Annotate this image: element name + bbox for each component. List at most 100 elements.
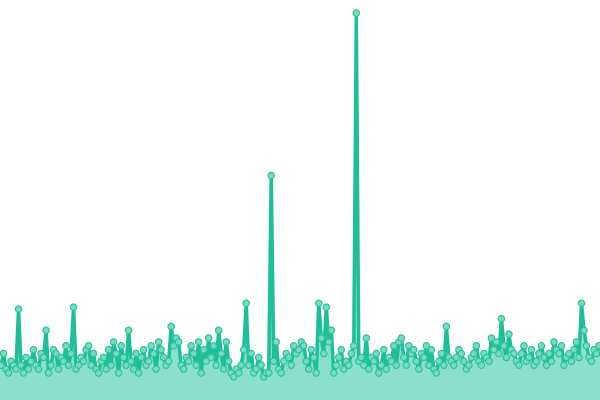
data-point-46 <box>112 349 120 358</box>
data-point-57 <box>139 345 148 354</box>
data-point-88 <box>217 349 225 358</box>
data-point-91 <box>224 357 233 366</box>
data-point-123 <box>304 365 313 373</box>
data-point-59 <box>144 357 153 366</box>
data-point-202 <box>502 353 511 362</box>
data-point-228 <box>567 357 576 366</box>
data-point-39 <box>94 369 103 377</box>
data-point-156 <box>387 357 396 366</box>
data-point-62 <box>152 365 160 373</box>
data-point-187 <box>465 361 473 369</box>
data-point-153 <box>380 345 388 354</box>
data-point-224 <box>557 342 566 350</box>
data-point-147 <box>365 365 373 373</box>
data-point-43 <box>104 345 113 354</box>
data-point-137 <box>339 365 348 373</box>
data-point-20 <box>47 361 55 369</box>
data-point-81 <box>199 345 208 354</box>
data-point-223 <box>555 349 563 358</box>
data-point-169 <box>420 353 428 362</box>
data-point-130 <box>322 303 331 311</box>
data-point-61 <box>149 349 158 358</box>
data-point-140 <box>347 349 356 358</box>
data-point-199 <box>495 349 503 358</box>
data-point-217 <box>540 353 548 362</box>
data-point-103 <box>254 353 263 362</box>
data-point-221 <box>550 338 558 346</box>
data-point-87 <box>214 326 223 335</box>
data-point-146 <box>362 334 371 342</box>
data-point-232 <box>577 299 586 308</box>
data-point-160 <box>397 334 406 342</box>
data-point-192 <box>477 361 486 369</box>
data-point-167 <box>415 365 423 373</box>
data-point-45 <box>109 338 118 346</box>
data-point-174 <box>432 369 441 377</box>
data-point-208 <box>517 349 526 358</box>
data-point-116 <box>287 361 296 369</box>
data-point-84 <box>207 353 215 362</box>
data-point-49 <box>119 353 128 362</box>
data-point-162 <box>402 361 411 369</box>
data-point-139 <box>344 361 353 369</box>
data-point-19 <box>44 369 53 377</box>
data-point-64 <box>157 345 165 354</box>
data-point-7 <box>14 305 23 313</box>
data-point-239 <box>595 342 600 350</box>
data-point-196 <box>487 334 496 342</box>
data-point-8 <box>17 361 25 369</box>
data-point-231 <box>575 353 583 362</box>
data-point-47 <box>114 369 123 377</box>
data-point-12 <box>27 357 35 366</box>
data-point-41 <box>99 353 108 362</box>
data-point-73 <box>179 365 188 373</box>
data-point-93 <box>229 372 238 381</box>
data-point-6 <box>12 365 20 373</box>
data-point-203 <box>505 330 513 339</box>
data-point-197 <box>490 345 498 354</box>
data-point-33 <box>79 357 88 366</box>
data-point-158 <box>392 361 401 369</box>
data-point-115 <box>284 353 293 362</box>
data-point-177 <box>440 361 448 369</box>
data-point-97 <box>239 345 248 354</box>
data-point-152 <box>377 361 386 369</box>
data-point-205 <box>510 349 518 358</box>
data-point-67 <box>164 357 173 366</box>
data-point-129 <box>319 349 328 358</box>
data-point-117 <box>289 342 298 350</box>
data-point-136 <box>337 345 346 354</box>
data-point-50 <box>122 361 130 369</box>
data-point-211 <box>525 353 533 362</box>
data-point-48 <box>117 342 125 350</box>
data-point-154 <box>382 365 391 373</box>
data-point-110 <box>272 338 281 346</box>
data-point-79 <box>194 338 203 346</box>
data-point-3 <box>4 369 13 377</box>
data-point-13 <box>29 345 38 354</box>
data-point-78 <box>192 361 200 369</box>
data-point-75 <box>184 357 193 366</box>
data-point-215 <box>535 349 543 358</box>
data-point-200 <box>497 314 506 323</box>
data-point-144 <box>357 353 366 362</box>
data-point-125 <box>309 353 318 362</box>
data-point-17 <box>39 353 48 362</box>
data-point-171 <box>425 361 433 369</box>
data-point-151 <box>375 369 383 377</box>
data-point-90 <box>222 338 230 346</box>
data-point-11 <box>24 365 33 373</box>
data-point-100 <box>247 349 256 358</box>
data-point-55 <box>134 369 143 377</box>
data-point-198 <box>492 338 501 346</box>
data-point-63 <box>154 338 163 346</box>
data-point-134 <box>332 361 341 369</box>
data-point-181 <box>450 361 458 369</box>
data-point-175 <box>435 357 443 366</box>
data-point-107 <box>264 369 273 377</box>
data-point-142 <box>352 9 361 17</box>
data-point-236 <box>587 357 596 366</box>
data-points <box>0 9 600 381</box>
data-point-141 <box>349 342 358 350</box>
data-point-135 <box>334 353 343 362</box>
